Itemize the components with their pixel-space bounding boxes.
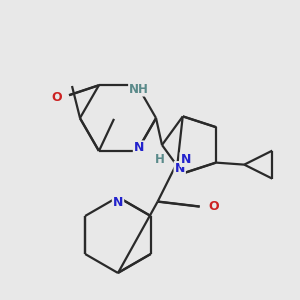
Text: O: O bbox=[208, 200, 219, 213]
Text: N: N bbox=[175, 162, 185, 175]
Text: O: O bbox=[52, 91, 62, 103]
Text: N: N bbox=[113, 196, 123, 209]
Text: N: N bbox=[134, 141, 144, 154]
Text: H: H bbox=[155, 153, 165, 166]
Text: N: N bbox=[181, 153, 191, 166]
Text: NH: NH bbox=[129, 82, 149, 96]
